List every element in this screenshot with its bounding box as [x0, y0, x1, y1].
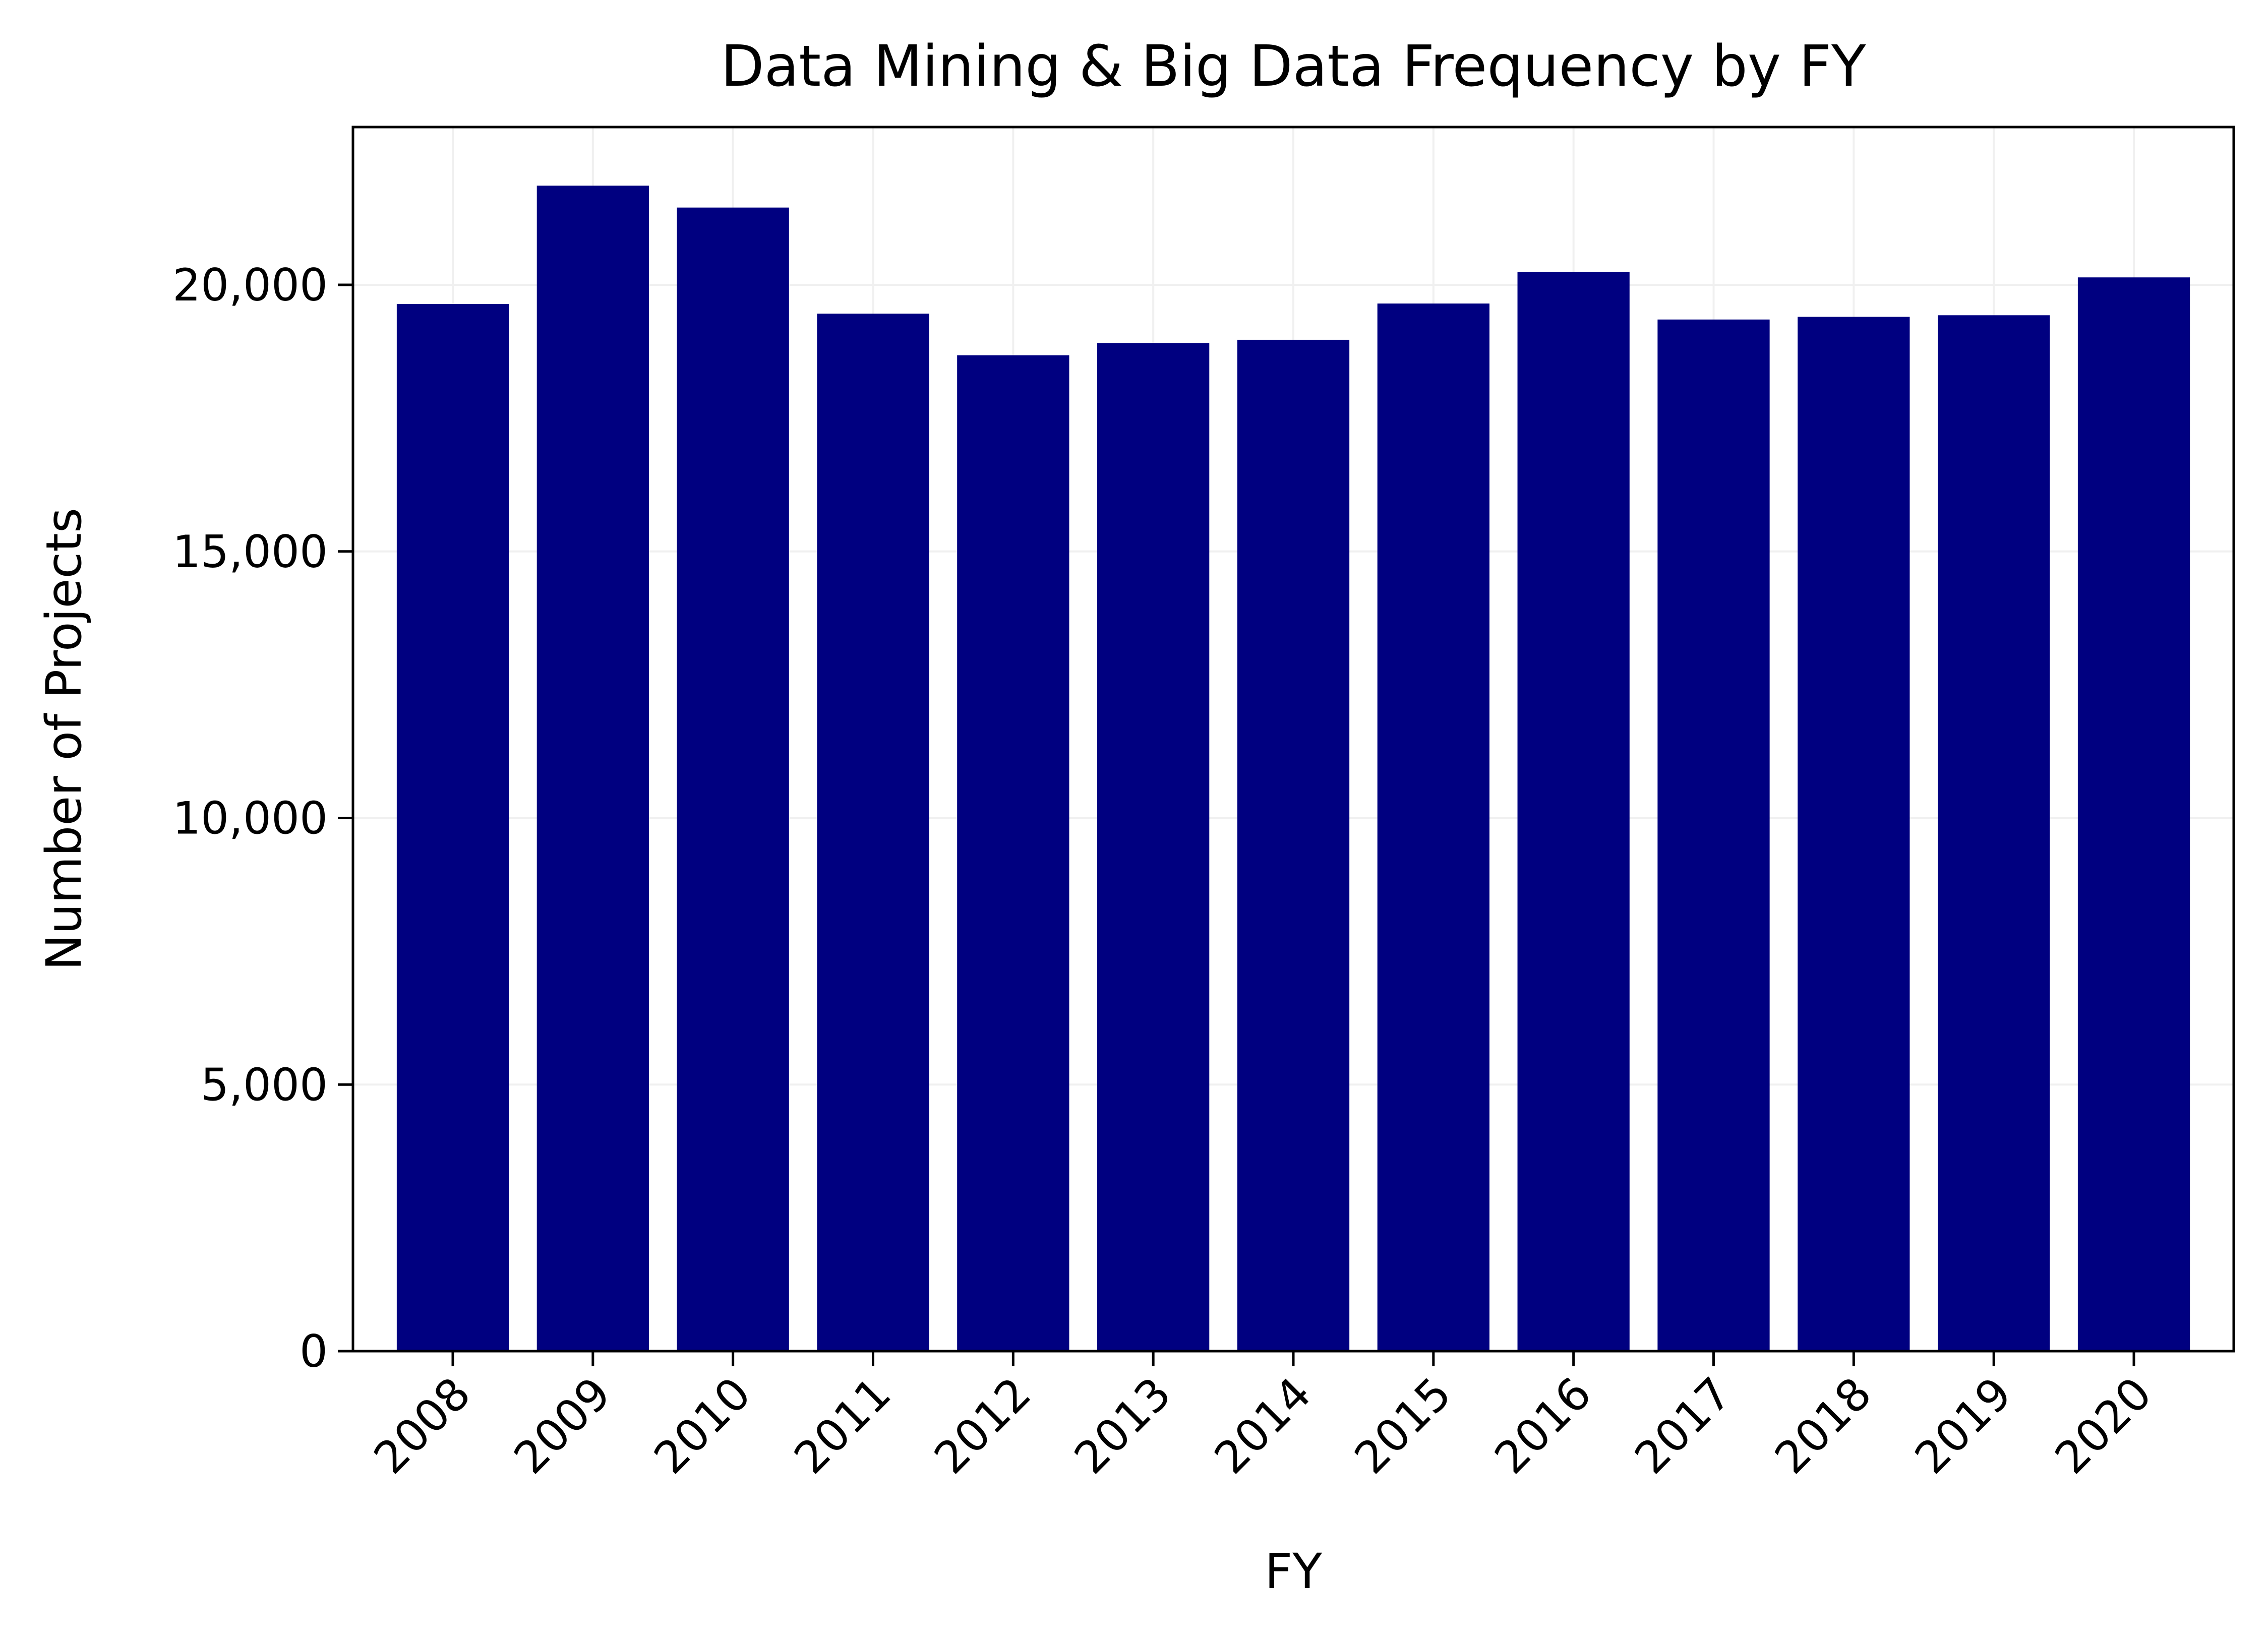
- bars: [396, 186, 2190, 1352]
- bar-2017: [1657, 319, 1770, 1351]
- y-axis-label: Number of Projects: [36, 508, 92, 970]
- bar-2018: [1798, 317, 1910, 1352]
- bar-2016: [1517, 272, 1630, 1351]
- bar-2011: [817, 314, 929, 1351]
- chart-title: Data Mining & Big Data Frequency by FY: [721, 34, 1866, 99]
- bar-2012: [957, 355, 1069, 1352]
- y-tick-label: 10,000: [172, 793, 328, 844]
- y-tick-label: 5,000: [201, 1059, 328, 1111]
- bar-2019: [1938, 315, 2050, 1351]
- x-axis-label: FY: [1265, 1543, 1322, 1600]
- bar-2010: [677, 207, 789, 1352]
- y-tick-label: 20,000: [172, 259, 328, 311]
- y-tick-label: 0: [300, 1325, 328, 1377]
- bar-2009: [536, 186, 649, 1352]
- bar-2008: [396, 304, 509, 1351]
- bar-2020: [2077, 277, 2190, 1352]
- bar-2015: [1377, 304, 1489, 1352]
- bar-2013: [1097, 343, 1210, 1352]
- y-tick-label: 15,000: [172, 526, 328, 578]
- y-axis: 0 5,000 10,000 15,000 20,000: [172, 259, 353, 1377]
- bar-2014: [1237, 339, 1350, 1352]
